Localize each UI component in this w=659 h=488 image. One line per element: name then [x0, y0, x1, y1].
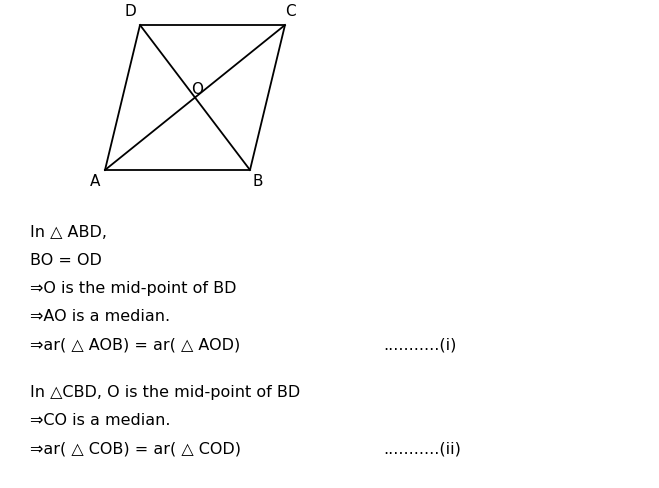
Text: ⇒ar( △ AOB) = ar( △ AOD): ⇒ar( △ AOB) = ar( △ AOD): [30, 337, 241, 352]
Text: ...........(ii): ...........(ii): [383, 441, 461, 456]
Text: BO = OD: BO = OD: [30, 253, 102, 268]
Text: In △CBD, O is the mid-point of BD: In △CBD, O is the mid-point of BD: [30, 385, 301, 400]
Text: ...........(i): ...........(i): [383, 337, 457, 352]
Text: D: D: [124, 4, 136, 20]
Text: B: B: [253, 175, 263, 189]
Text: ⇒CO is a median.: ⇒CO is a median.: [30, 413, 171, 428]
Text: ⇒AO is a median.: ⇒AO is a median.: [30, 309, 170, 324]
Text: In △ ABD,: In △ ABD,: [30, 225, 107, 240]
Text: ⇒ar( △ COB) = ar( △ COD): ⇒ar( △ COB) = ar( △ COD): [30, 441, 241, 456]
Text: O: O: [191, 82, 203, 98]
Text: ⇒O is the mid-point of BD: ⇒O is the mid-point of BD: [30, 281, 237, 296]
Text: C: C: [285, 4, 295, 20]
Text: A: A: [90, 175, 100, 189]
